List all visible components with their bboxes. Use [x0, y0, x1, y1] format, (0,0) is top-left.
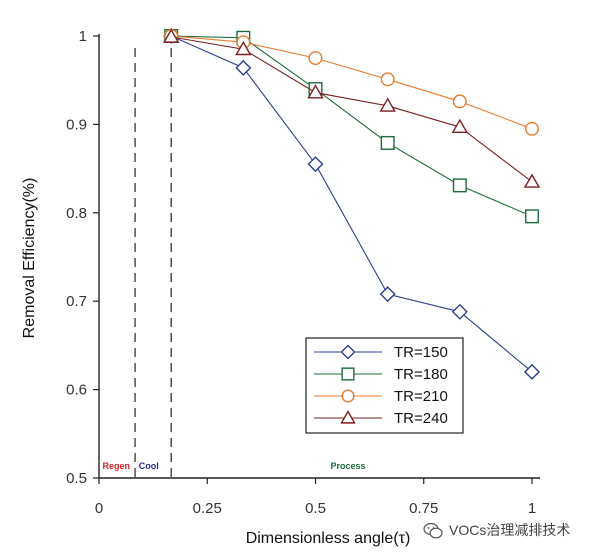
y-tick-label: 0.7 [66, 293, 87, 310]
series-tr-240 [162, 28, 541, 188]
data-point-tr-150 [235, 59, 252, 76]
wechat-icon [423, 522, 443, 539]
y-tick-label: 1 [79, 28, 87, 45]
y-tick-label: 0.9 [66, 116, 87, 133]
series-line-tr-240 [171, 36, 533, 183]
y-axis-label: Removal Efficiency(%) [21, 178, 38, 339]
legend-label: TR=180 [394, 366, 448, 383]
watermark-text: VOCs治理减排技术 [449, 522, 570, 538]
legend: TR=150 TR=180 TR=210 TR=240 [305, 337, 464, 434]
x-tick-label: 0 [95, 500, 103, 517]
legend-marker [340, 344, 356, 360]
data-point-tr-210 [380, 72, 395, 87]
legend-label: TR=150 [394, 344, 448, 361]
watermark: VOCs治理减排技术 [423, 522, 570, 539]
legend-entry-tr-210: TR=210 [314, 388, 448, 405]
legend-box [305, 337, 464, 434]
phase-markers: Regen Cool Process [103, 48, 365, 478]
legend-entry-tr-180: TR=180 [314, 366, 448, 383]
series-line-tr-180 [171, 35, 533, 217]
legend-entry-tr-240: TR=240 [314, 410, 448, 427]
series-line-tr-150 [170, 35, 533, 373]
data-point-tr-210 [525, 121, 540, 136]
data-point-tr-240 [523, 173, 541, 188]
series-tr-150 [163, 28, 540, 380]
y-tick-label: 0.6 [66, 382, 87, 399]
legend-label: TR=240 [394, 410, 448, 427]
data-point-tr-150 [307, 156, 324, 173]
y-tick-label: 0.8 [66, 205, 87, 222]
x-tick-label: 0.5 [305, 500, 326, 517]
data-point-tr-240 [307, 84, 324, 99]
legend-marker [340, 410, 356, 424]
legend-label: TR=210 [394, 388, 448, 405]
data-point-tr-150 [379, 286, 396, 303]
x-tick-label: 1 [528, 500, 536, 517]
series-line-tr-210 [171, 35, 533, 130]
data-point-tr-180 [525, 209, 540, 224]
data-point-tr-240 [162, 28, 180, 43]
axes: 0.5 0.6 0.7 0.8 0.9 1 0 0.25 0.5 0.75 1 [66, 28, 540, 517]
data-point-tr-240 [379, 97, 396, 112]
series-group [162, 28, 541, 380]
x-tick-label: 0.25 [193, 500, 222, 517]
x-tick-label: 0.75 [409, 500, 438, 517]
legend-marker [341, 367, 355, 381]
phase-label: Cool [139, 461, 159, 471]
legend-marker [341, 389, 355, 403]
data-point-tr-180 [380, 135, 395, 150]
data-point-tr-210 [308, 51, 323, 66]
data-point-tr-240 [235, 40, 252, 56]
data-point-tr-210 [452, 94, 467, 109]
phase-label: Process [330, 461, 365, 471]
x-axis-label: Dimensionless angle(τ) [246, 530, 411, 547]
series-tr-180 [164, 29, 540, 224]
data-point-tr-150 [524, 363, 540, 380]
legend-entry-tr-150: TR=150 [314, 344, 448, 361]
y-tick-label: 0.5 [66, 470, 87, 487]
data-point-tr-150 [451, 303, 468, 320]
data-point-tr-180 [452, 178, 467, 193]
data-point-tr-240 [451, 118, 469, 134]
phase-label: Regen [103, 461, 131, 471]
